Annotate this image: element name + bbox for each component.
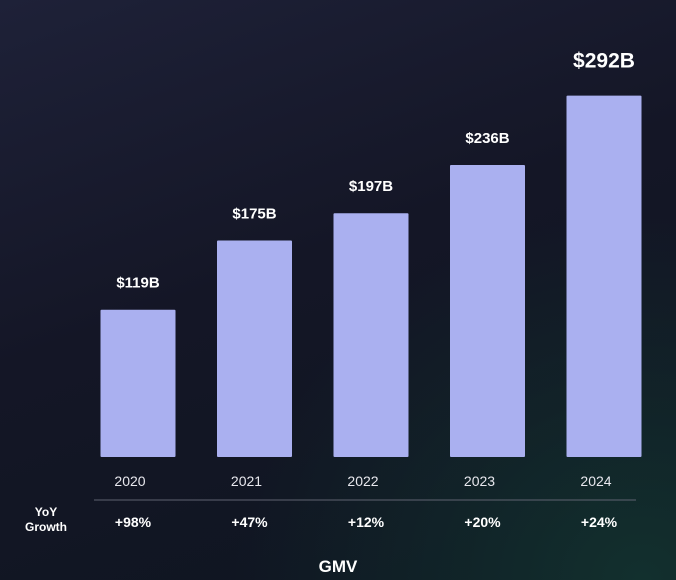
- value-labels-group: $119B $175B $197B $236B $292B: [116, 50, 635, 292]
- growth-label-2024: +24%: [581, 514, 618, 530]
- bar-2020: [100, 309, 176, 457]
- value-label-2022: $197B: [349, 178, 393, 195]
- category-label-2020: 2020: [114, 473, 145, 489]
- bar-2024: [566, 95, 642, 458]
- value-label-2023: $236B: [465, 130, 509, 147]
- chart-title: GMV: [318, 557, 358, 576]
- category-labels-group: 2020 2021 2022 2023 2024: [114, 473, 611, 489]
- bar-2023: [450, 164, 525, 457]
- value-label-2020: $119B: [116, 275, 160, 292]
- bars-group: [100, 95, 642, 458]
- category-label-2022: 2022: [347, 473, 378, 489]
- yoy-label-line1: YoY: [34, 505, 58, 519]
- category-label-2024: 2024: [580, 473, 611, 489]
- yoy-label-line2: Growth: [25, 520, 67, 534]
- growth-label-2023: +20%: [464, 514, 501, 530]
- category-label-2023: 2023: [464, 473, 495, 489]
- bar-2022: [333, 213, 409, 457]
- value-label-2021: $175B: [232, 205, 276, 222]
- value-label-2024: $292B: [573, 50, 635, 73]
- bar-2021: [217, 240, 292, 457]
- growth-label-2022: +12%: [348, 514, 385, 530]
- growth-label-2020: +98%: [115, 514, 152, 530]
- growth-labels-group: +98% +47% +12% +20% +24%: [115, 514, 618, 530]
- growth-label-2021: +47%: [231, 514, 268, 530]
- yoy-growth-label: YoY Growth: [18, 505, 74, 535]
- category-label-2021: 2021: [231, 473, 262, 489]
